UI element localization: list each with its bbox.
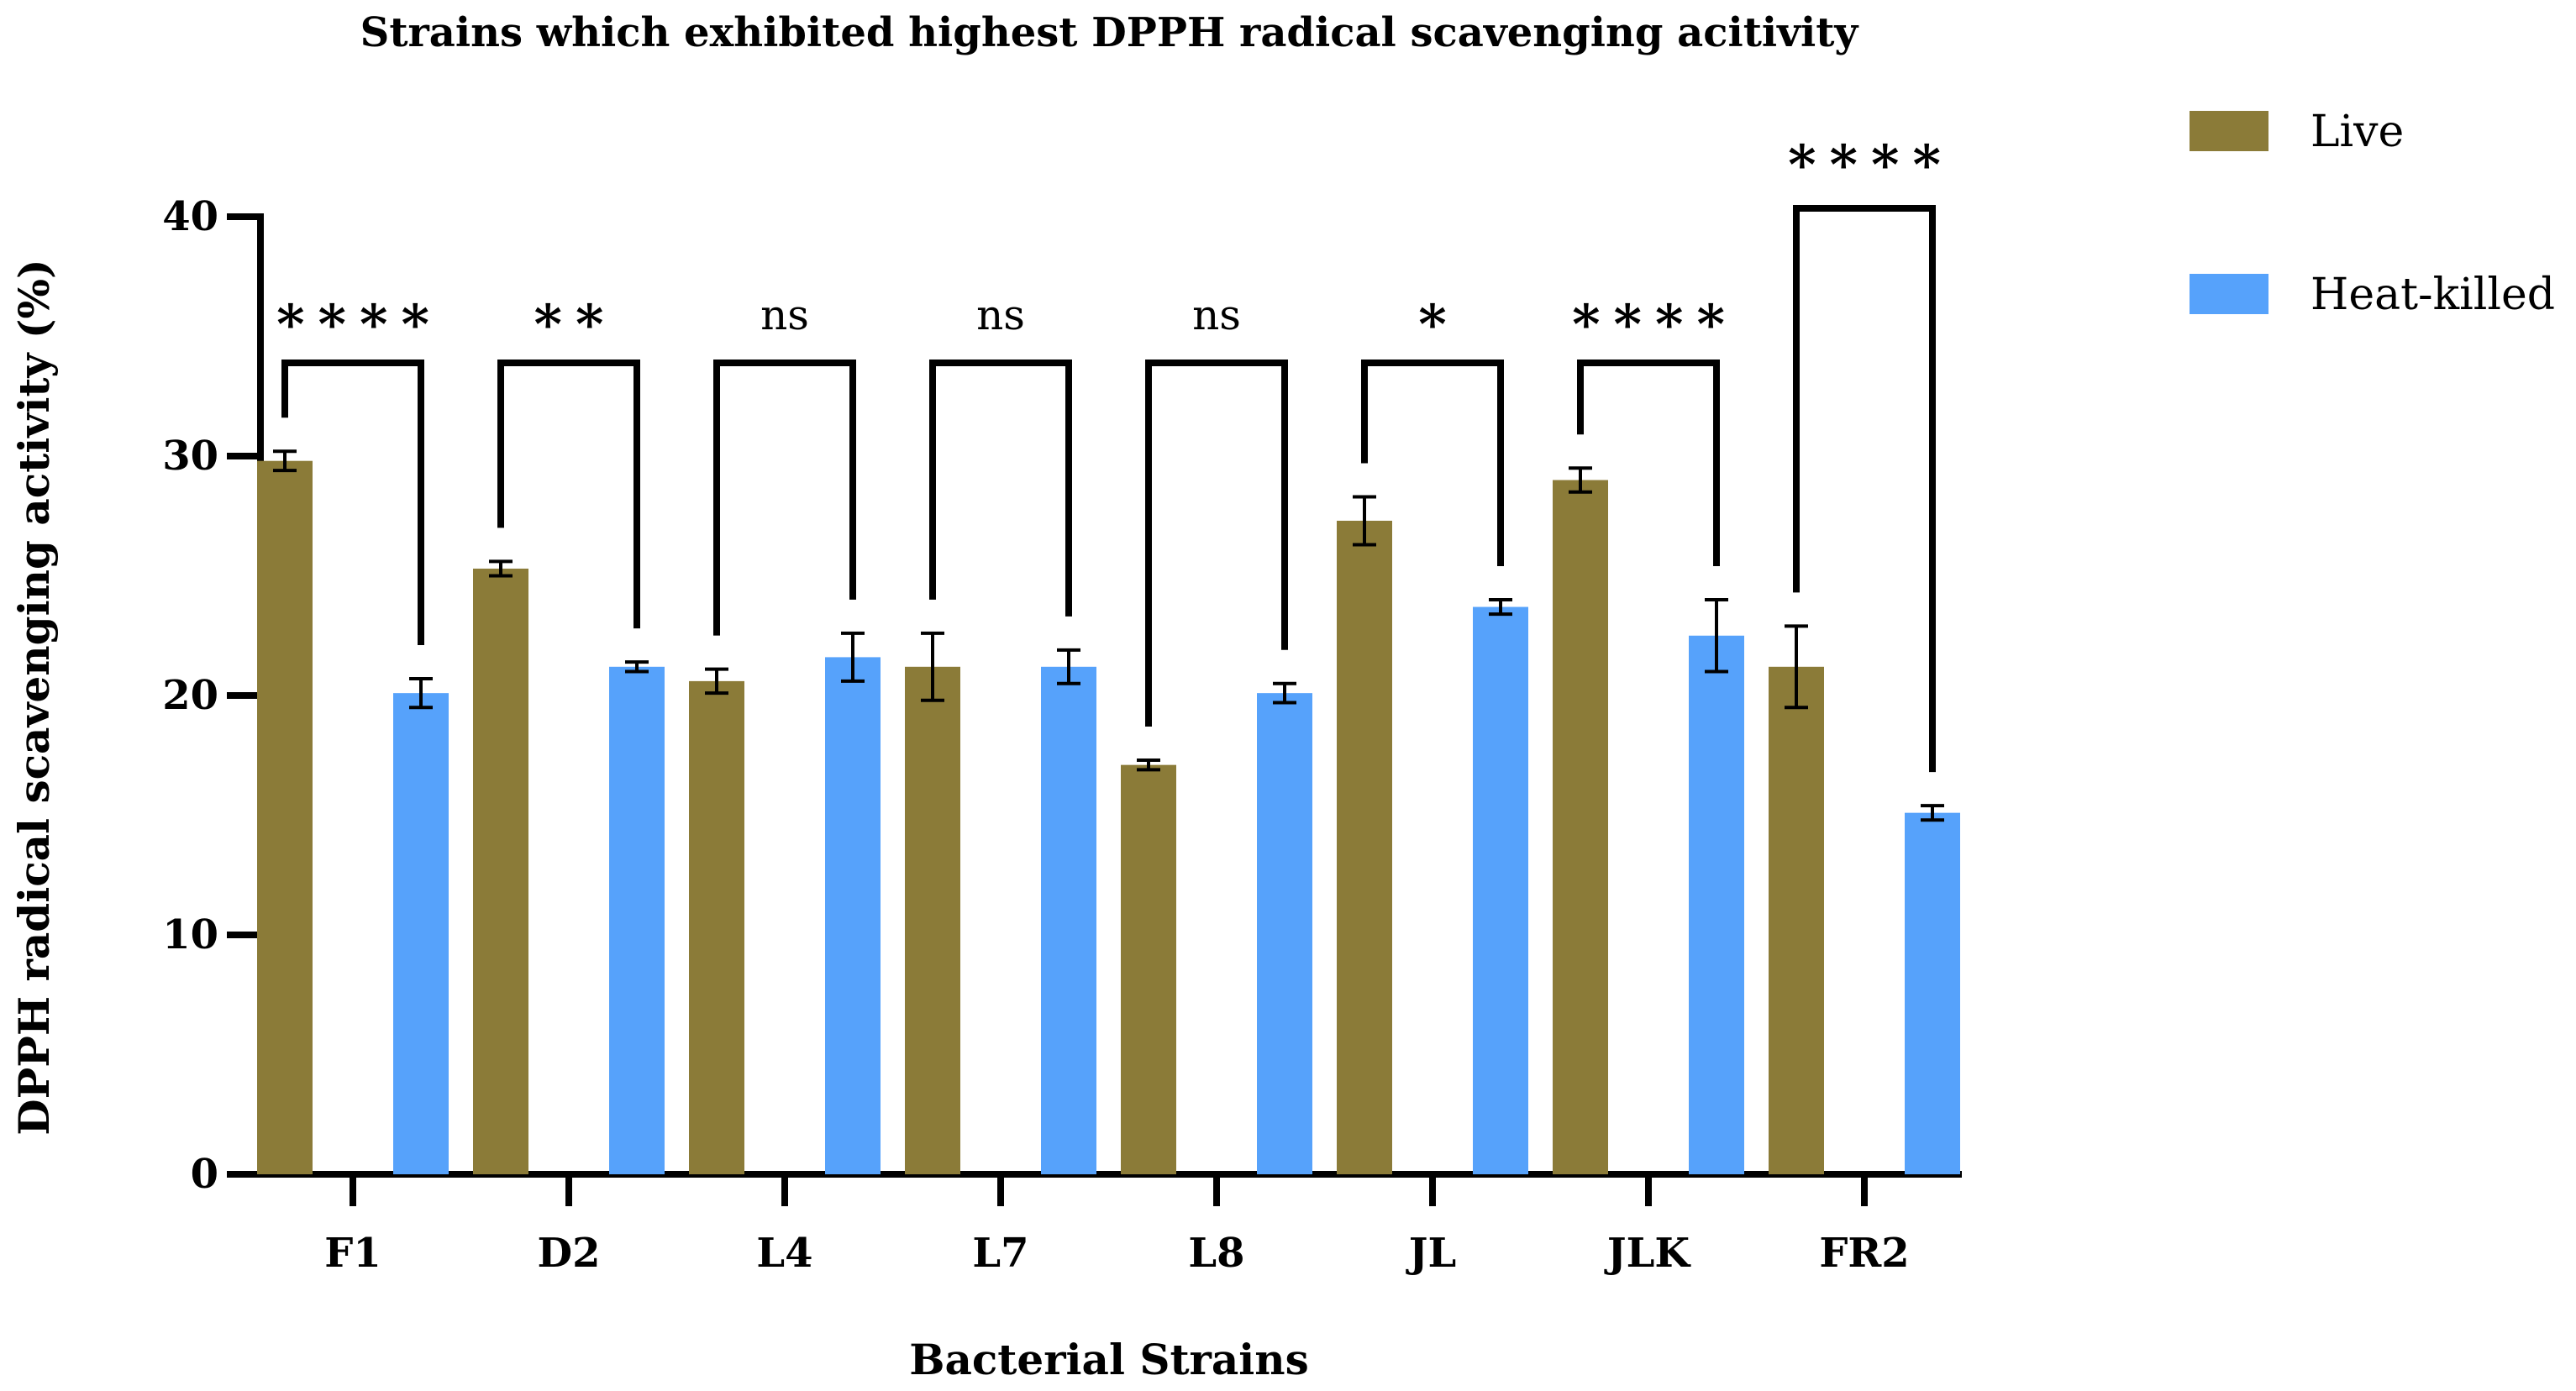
significance-bracket xyxy=(1577,360,1720,566)
bar-live xyxy=(473,568,528,1174)
bar-heat-killed xyxy=(609,666,665,1174)
bar-heat-killed xyxy=(1905,812,1960,1174)
significance-label: ** xyxy=(534,293,618,356)
y-tick-label: 20 xyxy=(162,672,218,719)
bar-heat-killed xyxy=(393,693,449,1174)
legend-label: Live xyxy=(2311,107,2404,157)
bar-live xyxy=(1553,480,1608,1174)
y-axis-title: DPPH radical scavenging activity (%) xyxy=(9,259,59,1135)
significance-label: ns xyxy=(1192,291,1241,339)
bar-heat-killed xyxy=(825,657,881,1174)
y-tick-label: 40 xyxy=(162,193,218,240)
chart-title: Strains which exhibited highest DPPH rad… xyxy=(360,9,1860,56)
x-tick-label: L7 xyxy=(972,1230,1028,1277)
significance-bracket xyxy=(281,360,424,646)
x-tick-label: JLK xyxy=(1604,1230,1691,1277)
bar-live xyxy=(689,680,744,1174)
significance-label: * xyxy=(1418,293,1459,356)
bar-live xyxy=(1121,764,1176,1174)
x-axis-title: Bacterial Strains xyxy=(909,1335,1309,1384)
significance-bracket xyxy=(1361,360,1504,566)
bar-live xyxy=(905,666,960,1174)
y-tick-label: 30 xyxy=(162,433,218,480)
legend-swatch xyxy=(2190,274,2268,314)
x-tick-label: F1 xyxy=(324,1230,381,1277)
bar-heat-killed xyxy=(1689,635,1744,1174)
x-tick-label: D2 xyxy=(537,1230,600,1277)
bar-heat-killed xyxy=(1041,666,1096,1174)
significance-label: ns xyxy=(976,291,1025,339)
significance-bracket xyxy=(713,360,856,636)
significance-label: **** xyxy=(1788,134,1954,197)
y-tick-label: 10 xyxy=(162,911,218,958)
legend-swatch xyxy=(2190,111,2268,151)
significance-bracket xyxy=(1145,360,1288,727)
y-tick-label: 0 xyxy=(191,1151,218,1198)
x-tick-label: L4 xyxy=(756,1230,812,1277)
bar-heat-killed xyxy=(1473,606,1528,1174)
bar-live xyxy=(257,460,313,1174)
bar-live xyxy=(1769,666,1824,1174)
plot-area: 0 10 20 30 40 F1 **** D2 ** L4 ns L7 ns L8 ns JL * JLK ***… xyxy=(162,134,1962,1277)
significance-bracket xyxy=(929,360,1072,617)
significance-label: ns xyxy=(760,291,809,339)
significance-bracket xyxy=(1793,205,1936,773)
significance-bracket xyxy=(497,360,640,629)
significance-label: **** xyxy=(276,293,443,356)
x-tick-label: FR2 xyxy=(1819,1230,1909,1277)
legend: Live Heat-killed xyxy=(2190,107,2555,320)
significance-label: **** xyxy=(1572,293,1738,356)
x-tick-label: L8 xyxy=(1188,1230,1244,1277)
legend-label: Heat-killed xyxy=(2311,270,2555,320)
x-tick-label: JL xyxy=(1406,1230,1456,1277)
bar-heat-killed xyxy=(1257,693,1312,1174)
bar-live xyxy=(1337,520,1392,1174)
